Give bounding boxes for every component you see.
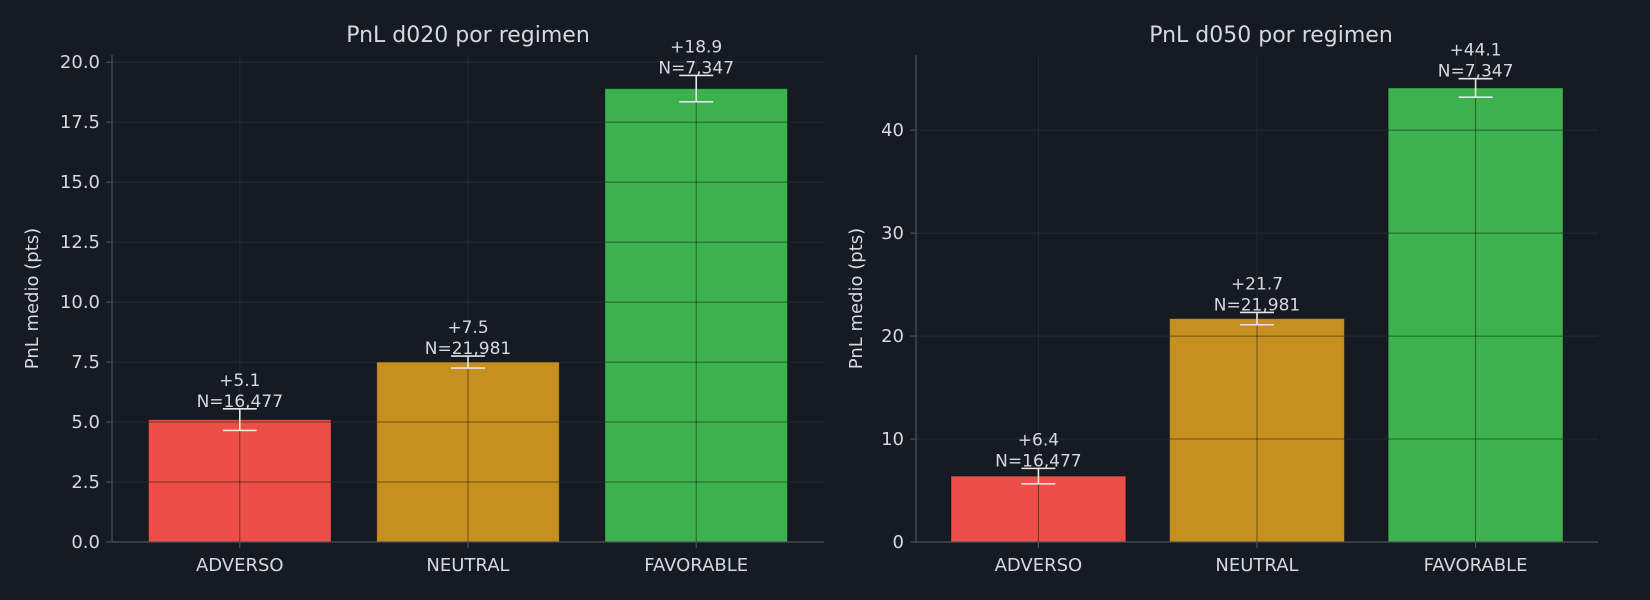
y-tick-label: 2.5 <box>71 472 100 493</box>
value-label: +6.4 <box>1018 430 1059 450</box>
x-tick-label-adverso: ADVERSO <box>995 555 1083 576</box>
y-tick-label: 10.0 <box>60 292 100 313</box>
chart-title: PnL d050 por regimen <box>1149 23 1393 48</box>
count-label: N=21,981 <box>425 339 511 359</box>
count-label: N=21,981 <box>1214 295 1300 315</box>
bar-favorable <box>604 88 788 543</box>
bar-neutral <box>376 361 560 543</box>
y-tick-label: 0 <box>893 532 904 553</box>
y-tick-label: 17.5 <box>60 112 100 133</box>
value-label: +18.9 <box>670 37 722 57</box>
x-tick-label-neutral: NEUTRAL <box>426 555 509 576</box>
x-tick-label-favorable: FAVORABLE <box>1424 555 1528 576</box>
y-axis-label: PnL medio (pts) <box>22 228 43 369</box>
count-label: N=7,347 <box>1438 62 1514 82</box>
x-tick-label-neutral: NEUTRAL <box>1215 555 1298 576</box>
bar-adverso <box>950 475 1127 543</box>
bar-favorable <box>1387 87 1564 543</box>
y-tick-label: 0.0 <box>71 532 100 553</box>
y-axis-label: PnL medio (pts) <box>846 228 867 369</box>
chart-title: PnL d020 por regimen <box>346 23 590 48</box>
y-tick-label: 20 <box>881 326 904 347</box>
y-tick-label: 12.5 <box>60 232 100 253</box>
value-label: +5.1 <box>219 371 260 391</box>
count-label: N=7,347 <box>658 58 734 78</box>
value-label: +7.5 <box>447 318 488 338</box>
count-label: N=16,477 <box>995 451 1081 471</box>
bar-neutral <box>1169 318 1345 543</box>
x-tick-label-adverso: ADVERSO <box>196 555 284 576</box>
bar-adverso <box>148 419 332 543</box>
chart-panel-d050: 0 10 20 30 40 ADVERSO NEUTRAL FAVORABLE +6.4N=16… <box>846 23 1598 576</box>
y-tick-label: 7.5 <box>71 352 100 373</box>
value-label: +21.7 <box>1231 274 1283 294</box>
chart-panel-d020: 0.0 2.5 5.0 7.5 10.0 12.5 15.0 17.5 20.0 ADVERSO N… <box>22 23 824 576</box>
y-tick-label: 40 <box>881 120 904 141</box>
y-tick-label: 30 <box>881 223 904 244</box>
y-tick-label: 5.0 <box>71 412 100 433</box>
value-label: +44.1 <box>1450 41 1502 61</box>
x-tick-label-favorable: FAVORABLE <box>644 555 748 576</box>
y-tick-label: 10 <box>881 429 904 450</box>
y-tick-label: 15.0 <box>60 172 100 193</box>
y-tick-label: 20.0 <box>60 52 100 73</box>
count-label: N=16,477 <box>197 392 283 412</box>
